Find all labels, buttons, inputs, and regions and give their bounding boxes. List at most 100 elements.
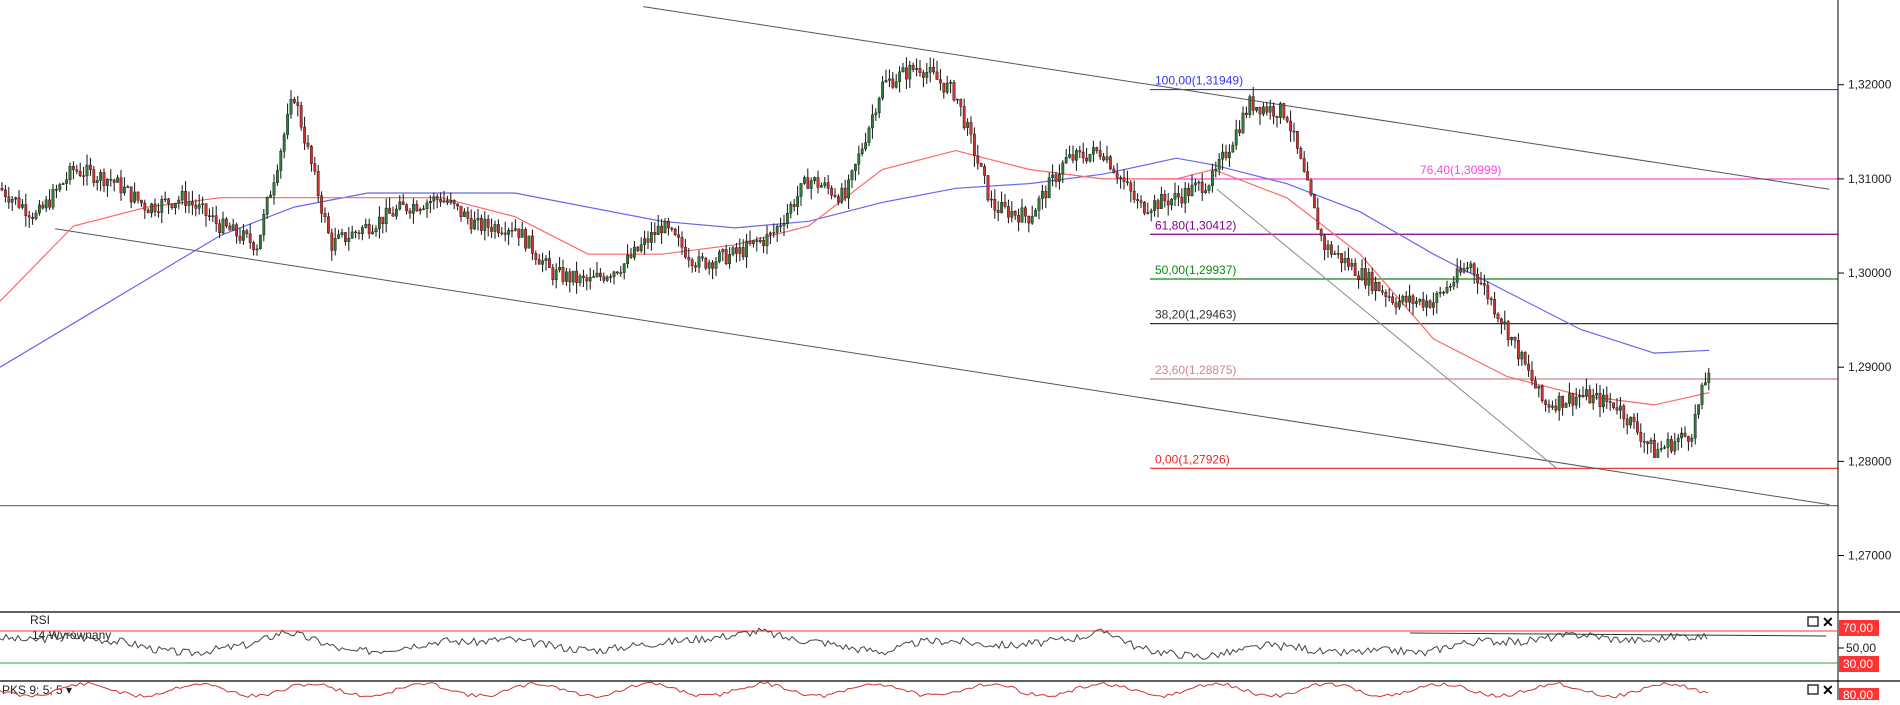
candle-body bbox=[1333, 253, 1337, 255]
maximize-icon[interactable] bbox=[1807, 616, 1819, 627]
rsi-close-button[interactable]: ✕ bbox=[1822, 614, 1834, 630]
candle-body bbox=[752, 240, 755, 244]
fibonacci-level-label: 0,00(1,27926) bbox=[1155, 452, 1230, 466]
candle-body bbox=[1431, 302, 1435, 308]
candle-body bbox=[184, 191, 187, 206]
candle-body bbox=[58, 184, 62, 190]
candle-body bbox=[806, 177, 810, 189]
trend-channel-upper-line[interactable] bbox=[643, 6, 1830, 190]
candle-body bbox=[1289, 120, 1293, 132]
rsi-trend-line[interactable] bbox=[1409, 632, 1827, 637]
rsi-line bbox=[0, 627, 1708, 660]
candle-body bbox=[959, 98, 963, 107]
candle-body bbox=[541, 260, 545, 265]
candle-body bbox=[1489, 298, 1493, 300]
candle-body bbox=[68, 166, 72, 181]
candle-body bbox=[313, 163, 317, 172]
candle-body bbox=[1238, 129, 1242, 133]
candle-body bbox=[190, 201, 194, 206]
candle-body bbox=[847, 179, 851, 199]
rsi-panel-title: RSI bbox=[30, 613, 50, 627]
candle-body bbox=[663, 220, 667, 234]
candle-body bbox=[119, 177, 123, 194]
candle-body bbox=[1360, 268, 1364, 281]
pks-panel[interactable]: PKS 9; 5; 5 ▾ 80,00 ✕ bbox=[0, 681, 1879, 702]
candle-body bbox=[962, 106, 966, 128]
trend-projection-line[interactable] bbox=[1216, 188, 1557, 469]
pks-close-button[interactable]: ✕ bbox=[1822, 682, 1834, 698]
main-price-panel[interactable]: 100,00(1,31949) 76,40(1,30999) 61,80(1,304… bbox=[0, 0, 1838, 612]
candle-body bbox=[1105, 156, 1109, 161]
candle-body bbox=[1370, 272, 1374, 291]
candle-body bbox=[1251, 96, 1255, 111]
rsi-panel[interactable]: RSI 14 Wyrównany 70,00 50,00 30,00 ✕ bbox=[0, 613, 1879, 672]
candle-body bbox=[221, 218, 225, 234]
candle-body bbox=[1129, 182, 1133, 192]
candle-body bbox=[156, 211, 160, 213]
candle-body bbox=[126, 186, 130, 188]
candle-body bbox=[891, 78, 895, 88]
candle-body bbox=[565, 271, 568, 282]
candle-body bbox=[371, 231, 374, 234]
candle-body bbox=[792, 204, 796, 207]
candle-body bbox=[582, 275, 585, 278]
candle-body bbox=[1459, 268, 1463, 273]
rsi-upper-level-value: 70,00 bbox=[1843, 621, 1873, 635]
candle-body bbox=[612, 271, 616, 277]
candle-body bbox=[469, 218, 473, 230]
candle-body bbox=[1309, 180, 1313, 196]
rsi-maximize-button[interactable] bbox=[1807, 616, 1819, 627]
candle-body bbox=[88, 164, 92, 170]
candle-body bbox=[357, 232, 361, 234]
trend-channel-lower-line[interactable] bbox=[55, 228, 1830, 506]
candle-body bbox=[1122, 177, 1126, 182]
candle-body bbox=[493, 224, 497, 232]
candle-body bbox=[350, 231, 354, 239]
candle-body bbox=[412, 204, 415, 214]
candle-body bbox=[820, 185, 823, 188]
candle-body bbox=[75, 169, 79, 172]
candle-body bbox=[1605, 394, 1609, 402]
candle-body bbox=[197, 204, 201, 209]
candle-body bbox=[660, 225, 664, 234]
candle-body bbox=[860, 148, 864, 154]
candle-body bbox=[452, 200, 456, 205]
price-tick-label: 1,30000 bbox=[1848, 266, 1892, 280]
candle-body bbox=[1408, 295, 1412, 303]
candle-body bbox=[922, 72, 925, 78]
fibonacci-level-labels: 100,00(1,31949) 76,40(1,30999) 61,80(1,304… bbox=[1155, 74, 1501, 467]
candle-body bbox=[643, 238, 647, 245]
candle-body bbox=[1639, 431, 1643, 442]
candle-body bbox=[877, 98, 881, 114]
close-icon[interactable]: ✕ bbox=[1822, 682, 1834, 698]
candle-body bbox=[1649, 440, 1653, 445]
candle-body bbox=[245, 230, 249, 235]
maximize-icon[interactable] bbox=[1807, 684, 1819, 695]
candle-body bbox=[1581, 395, 1585, 398]
candle-body bbox=[1000, 202, 1004, 213]
candle-body bbox=[296, 102, 300, 106]
candle-body bbox=[1469, 263, 1473, 268]
candle-body bbox=[996, 210, 1000, 213]
candle-body bbox=[1391, 296, 1395, 303]
candle-body bbox=[1673, 441, 1677, 452]
price-axis[interactable]: 1,32000 1,31000 1,30000 1,29000 1,28000 1,270… bbox=[1837, 0, 1892, 700]
candle-body bbox=[1285, 117, 1289, 122]
candle-body bbox=[374, 228, 378, 233]
candle-body bbox=[483, 218, 487, 231]
candle-body bbox=[1629, 416, 1633, 426]
trend-channel[interactable] bbox=[55, 6, 1830, 506]
candle-body bbox=[1125, 181, 1129, 184]
close-icon[interactable]: ✕ bbox=[1822, 614, 1834, 630]
candle-body bbox=[697, 256, 701, 268]
rsi-middle-level-value: 50,00 bbox=[1846, 641, 1876, 655]
candle-body bbox=[1510, 336, 1514, 340]
candle-body bbox=[942, 82, 946, 93]
candle-body bbox=[1064, 157, 1068, 164]
candle-body bbox=[908, 64, 912, 80]
pks-maximize-button[interactable] bbox=[1807, 684, 1819, 695]
candle-body bbox=[252, 242, 255, 251]
candle-body bbox=[170, 203, 174, 209]
candle-body bbox=[537, 259, 541, 265]
